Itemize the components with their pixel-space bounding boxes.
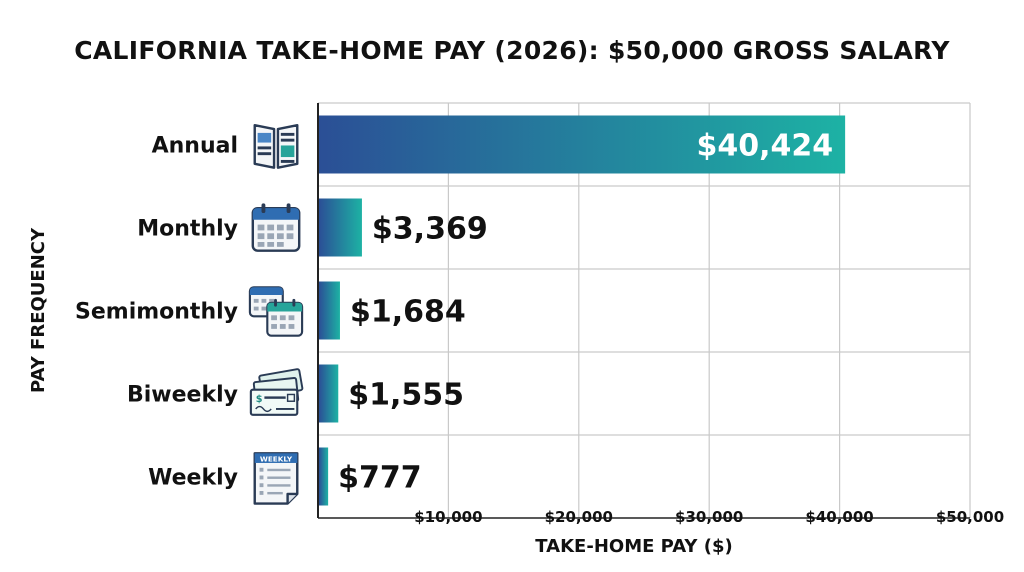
bar-semimonthly [319, 281, 340, 340]
category-label: Monthly [137, 217, 238, 242]
calendar-icon [251, 202, 301, 252]
x-tick-label: $50,000 [936, 508, 1004, 526]
x-axis-title: TAKE-HOME PAY ($) [535, 536, 732, 557]
value-label: $3,369 [372, 212, 488, 247]
bar-annual [319, 115, 846, 174]
y-axis-title: PAY FREQUENCY [28, 227, 49, 393]
category-label: Weekly [148, 466, 238, 491]
category-label: Biweekly [127, 383, 238, 408]
bar-weekly [319, 447, 329, 506]
double-calendar-icon [248, 286, 304, 337]
category-label: Semimonthly [75, 300, 238, 325]
bars [319, 115, 846, 506]
x-tick-label: $40,000 [805, 508, 873, 526]
newspaper-icon [253, 123, 299, 169]
x-tick-label: $10,000 [414, 508, 482, 526]
bar-monthly [319, 198, 362, 257]
paycheck-icon [249, 367, 304, 416]
chart-title: CALIFORNIA TAKE-HOME PAY (2026): $50,000… [74, 36, 950, 65]
value-label: $40,424 [696, 129, 833, 164]
category-label: Annual [152, 134, 238, 159]
value-label: $1,555 [348, 378, 464, 413]
value-label: $1,684 [350, 295, 466, 330]
bar-biweekly [319, 364, 339, 423]
labels: Annual $40,424 Monthly $3,369 Semimonthly $1,… [28, 123, 1004, 557]
x-tick-label: $30,000 [675, 508, 743, 526]
weekly-notepad-icon [253, 452, 299, 505]
value-label: $777 [338, 461, 422, 496]
x-tick-label: $20,000 [545, 508, 613, 526]
